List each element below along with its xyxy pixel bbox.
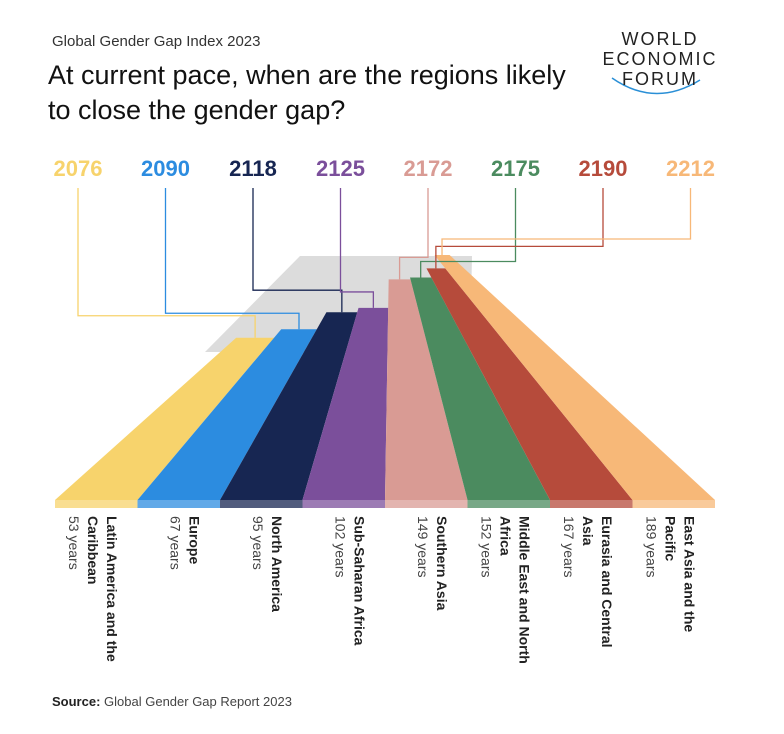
logo: WORLD ECONOMIC FORUM: [603, 29, 718, 95]
region-name: Southern Asia: [434, 516, 450, 611]
bar-base: [137, 500, 220, 508]
year-label: 2212: [666, 156, 715, 181]
connector: [420, 188, 517, 278]
year-label: 2076: [54, 156, 103, 181]
logo-text: ECONOMIC: [603, 49, 718, 69]
connector: [435, 188, 604, 269]
region-name: Eurasia and Central Asia: [580, 516, 615, 648]
region-name: Europe: [186, 516, 203, 565]
bar-base: [55, 500, 138, 508]
year-label: 2190: [579, 156, 628, 181]
bar: [426, 268, 633, 500]
region-name: Middle East and North Africa: [497, 516, 533, 664]
bar: [137, 329, 317, 500]
source-label: Source:: [52, 694, 101, 709]
region-label: Eurasia and Central Asia 167 years: [550, 516, 616, 676]
year-label: 2172: [404, 156, 453, 181]
title-box: At current pace, when are the regions li…: [48, 60, 566, 125]
bar: [220, 312, 358, 500]
logo-arc: [611, 77, 701, 95]
years-to-close: 152 years: [478, 516, 495, 578]
bar: [410, 277, 550, 500]
bar-base: [467, 500, 550, 508]
region-label: Middle East and North Africa 152 years: [468, 516, 534, 676]
years-to-close: 95 years: [250, 516, 266, 570]
region-label: Southern Asia 149 years: [385, 516, 451, 676]
connector: [164, 188, 300, 330]
connector: [398, 188, 429, 280]
region-label: Latin America and the Caribbean 53 years: [55, 516, 121, 676]
bar-base: [302, 500, 385, 508]
bar-base: [385, 500, 468, 508]
years-to-close: 53 years: [66, 516, 82, 570]
logo-text: FORUM: [622, 69, 698, 89]
region-name: Sub-Saharan Africa: [351, 516, 368, 646]
years-to-close: 189 years: [643, 516, 660, 578]
connector: [77, 188, 256, 338]
years-to-close: 67 years: [167, 516, 184, 570]
year-label: 2125: [316, 156, 365, 181]
region-name: East Asia and the Pacific: [662, 516, 698, 633]
year-label: 2118: [229, 156, 277, 181]
bar-base: [632, 500, 715, 508]
region-label: North America 95 years: [220, 516, 286, 676]
connector: [441, 188, 692, 255]
region-label: Europe 67 years: [138, 516, 204, 676]
region-name: North America: [269, 516, 285, 612]
connector: [339, 188, 375, 308]
logo-text: WORLD: [622, 29, 699, 49]
source-text: Global Gender Gap Report 2023: [104, 694, 292, 709]
region-label: East Asia and the Pacific 189 years: [633, 516, 699, 676]
bar: [434, 255, 715, 500]
region-label: Sub-Saharan Africa 102 years: [303, 516, 369, 676]
year-label: 2090: [141, 156, 190, 181]
years-to-close: 167 years: [561, 516, 577, 578]
subtitle: Global Gender Gap Index 2023: [52, 33, 260, 50]
region-name: Latin America and the Caribbean: [85, 516, 120, 662]
bar: [55, 337, 275, 500]
year-label: 2175: [491, 156, 540, 181]
chart-title: At current pace, when are the regions li…: [48, 60, 566, 125]
bar: [302, 307, 389, 500]
years-to-close: 149 years: [415, 516, 431, 578]
source: Source: Global Gender Gap Report 2023: [52, 694, 292, 709]
bar-base: [550, 500, 633, 508]
years-to-close: 102 years: [332, 516, 349, 578]
connector: [252, 188, 343, 313]
bar-base: [220, 500, 303, 508]
bar: [385, 279, 468, 500]
